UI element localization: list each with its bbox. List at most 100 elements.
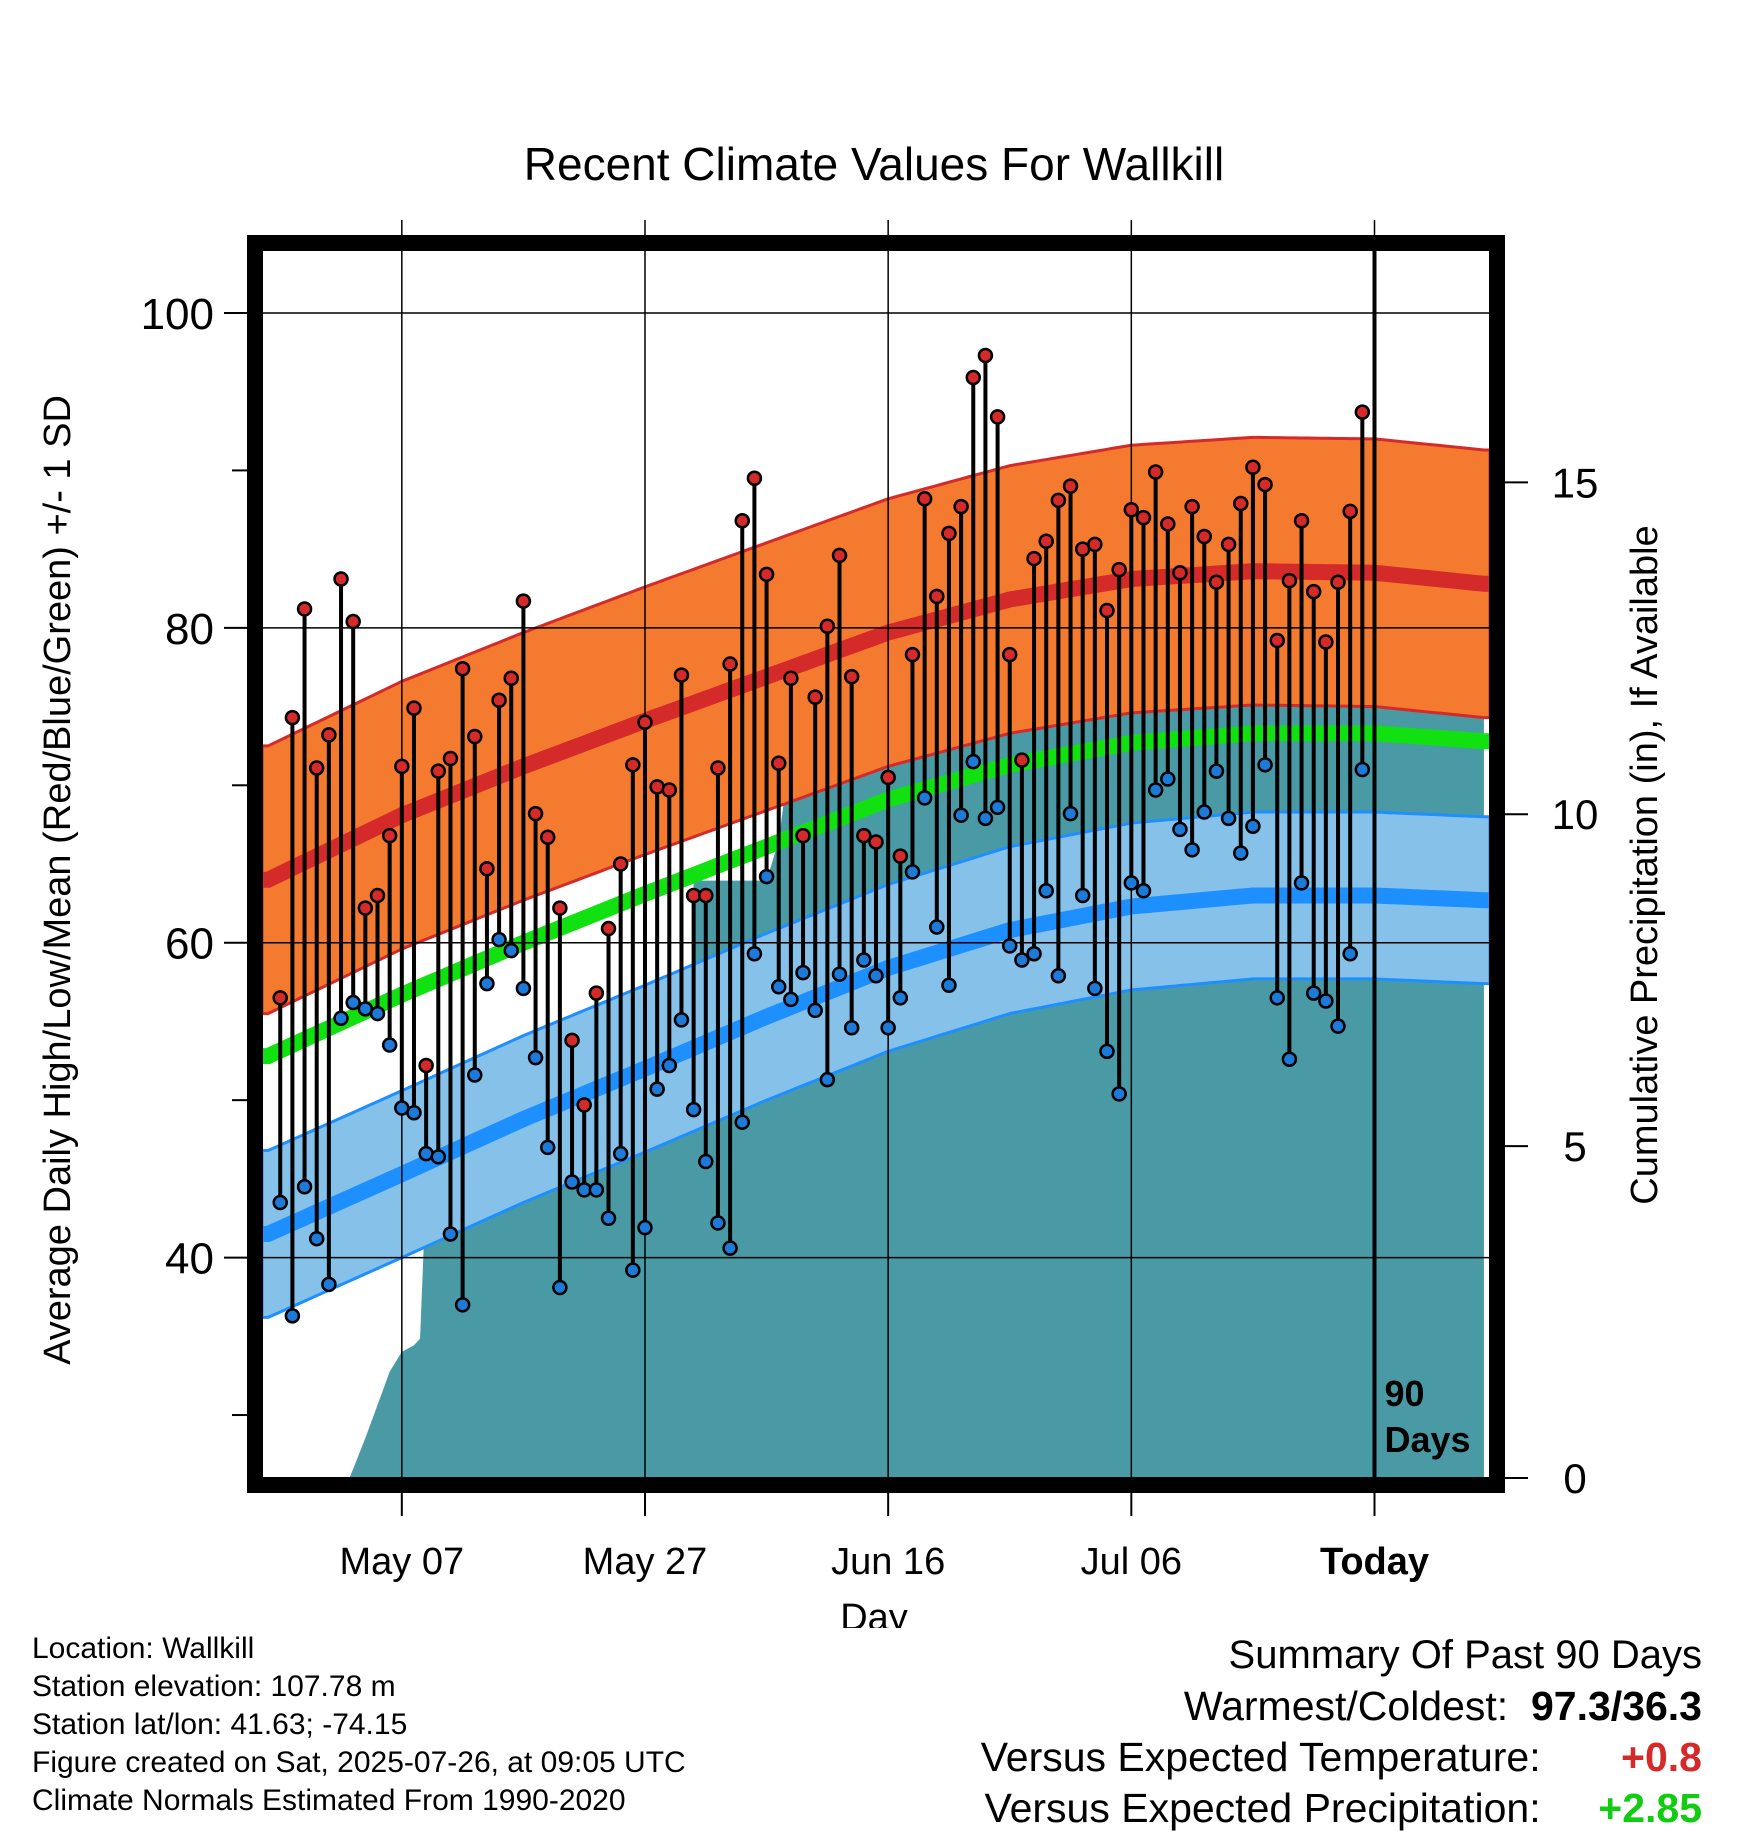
daily-low-point [600, 1210, 617, 1226]
days-window-label-number: 90 [1384, 1373, 1424, 1414]
daily-high-point [1305, 583, 1322, 600]
daily-high-point [1062, 478, 1079, 494]
daily-low-point [612, 1145, 629, 1162]
y2-tick-label: 10 [1552, 791, 1599, 838]
y2-axis-label: Cumulative Precipitation (in), If Availa… [1624, 525, 1666, 1204]
daily-low-point [795, 964, 811, 981]
daily-high-point [807, 689, 823, 705]
x-tick-label: May 27 [583, 1541, 708, 1583]
daily-high-point [1184, 498, 1200, 515]
latlon-text: Station lat/lon: 41.63; -74.15 [32, 1708, 408, 1741]
daily-high-point [904, 646, 921, 663]
climate-chart: Recent Climate Values For Wallkill 90 Day… [37, 138, 1666, 1628]
daily-low-point [783, 991, 799, 1008]
daily-high-point [965, 369, 982, 386]
precip-vs-expected-value: +2.85 [1598, 1785, 1702, 1831]
daily-high-point [515, 593, 532, 609]
daily-low-point [904, 864, 921, 880]
daily-high-point [1123, 502, 1140, 518]
daily-low-point [1038, 883, 1054, 899]
observations-layer [272, 347, 1371, 1324]
daily-low-point [685, 1101, 702, 1118]
daily-low-point [941, 977, 957, 993]
precip-vs-expected-row: Versus Expected Precipitation: +2.85 [981, 1783, 1703, 1834]
normals-text: Climate Normals Estimated From 1990-2020 [32, 1784, 626, 1817]
daily-high-point [406, 700, 422, 716]
plot-frame [247, 235, 1505, 1493]
created-text: Figure created on Sat, 2025-07-26, at 09… [32, 1746, 686, 1779]
daily-high-point [746, 470, 763, 487]
daily-high-point [843, 668, 860, 685]
daily-low-point [1330, 1018, 1346, 1034]
daily-low-point [479, 975, 495, 992]
daily-high-point [1087, 536, 1103, 553]
daily-high-point [381, 827, 398, 844]
daily-high-point [600, 920, 617, 937]
daily-high-point [369, 887, 386, 904]
daily-low-point [272, 1194, 288, 1211]
daily-low-point [916, 790, 933, 806]
daily-low-point [381, 1037, 398, 1053]
daily-low-point [442, 1226, 459, 1242]
daily-low-point [1062, 805, 1079, 822]
daily-low-point [1208, 763, 1225, 779]
daily-low-point [880, 1019, 896, 1036]
daily-high-point [770, 755, 787, 771]
warmest-coldest-row: Warmest/Coldest: 97.3/36.3 [981, 1681, 1702, 1732]
location-text: Location: Wallkill [32, 1632, 255, 1665]
daily-high-point [357, 900, 374, 916]
daily-low-point [807, 1002, 823, 1019]
daily-low-point [1281, 1051, 1298, 1067]
daily-high-point [1099, 602, 1115, 619]
daily-low-point [296, 1178, 313, 1195]
daily-low-point [345, 994, 361, 1011]
daily-low-point [1318, 993, 1334, 1009]
daily-high-point [345, 613, 361, 630]
daily-high-point [1293, 513, 1310, 529]
daily-low-point [856, 952, 872, 968]
daily-low-point [1293, 875, 1310, 891]
daily-high-point [1245, 459, 1261, 476]
daily-high-point [1026, 550, 1042, 567]
daily-high-point [333, 571, 349, 587]
daily-low-point [430, 1149, 447, 1165]
daily-high-point [296, 601, 313, 617]
temp-vs-expected-row: Versus Expected Temperature: +0.8 [981, 1732, 1702, 1783]
x-tick-label: Today [1320, 1541, 1429, 1583]
daily-high-point [442, 750, 459, 767]
daily-low-point [734, 1114, 751, 1130]
daily-low-point [819, 1071, 836, 1088]
daily-high-point [1172, 564, 1188, 581]
daily-high-point [272, 990, 288, 1006]
y2-tick-label: 5 [1563, 1123, 1586, 1170]
daily-low-point [1220, 810, 1237, 827]
daily-low-point [333, 1010, 349, 1027]
daily-high-point [564, 1032, 580, 1049]
daily-high-point [661, 782, 678, 798]
normal-mean-line [262, 725, 1490, 1065]
daily-low-point [1269, 990, 1285, 1006]
daily-low-point [1354, 761, 1371, 778]
daily-high-point [284, 709, 301, 726]
station-info: Location: Wallkill Station elevation: 10… [32, 1630, 686, 1820]
daily-high-point [941, 525, 957, 542]
daily-high-point [1001, 646, 1018, 663]
daily-high-point [539, 829, 556, 845]
daily-low-point [892, 990, 909, 1006]
daily-high-point [722, 656, 738, 672]
daily-high-point [637, 714, 653, 731]
daily-high-point [1342, 503, 1358, 520]
daily-high-point [868, 834, 884, 850]
daily-high-point [479, 860, 495, 877]
daily-high-point [418, 1057, 434, 1074]
daily-high-point [1208, 574, 1225, 590]
daily-high-point [1014, 752, 1030, 768]
daily-high-point [1038, 533, 1054, 550]
daily-low-point [1050, 968, 1067, 984]
daily-high-point [916, 490, 933, 507]
daily-low-point [1342, 945, 1358, 962]
daily-low-point [1001, 938, 1018, 954]
daily-high-point [612, 856, 629, 872]
daily-high-point [576, 1097, 592, 1113]
y-tick-label: 100 [141, 290, 214, 339]
